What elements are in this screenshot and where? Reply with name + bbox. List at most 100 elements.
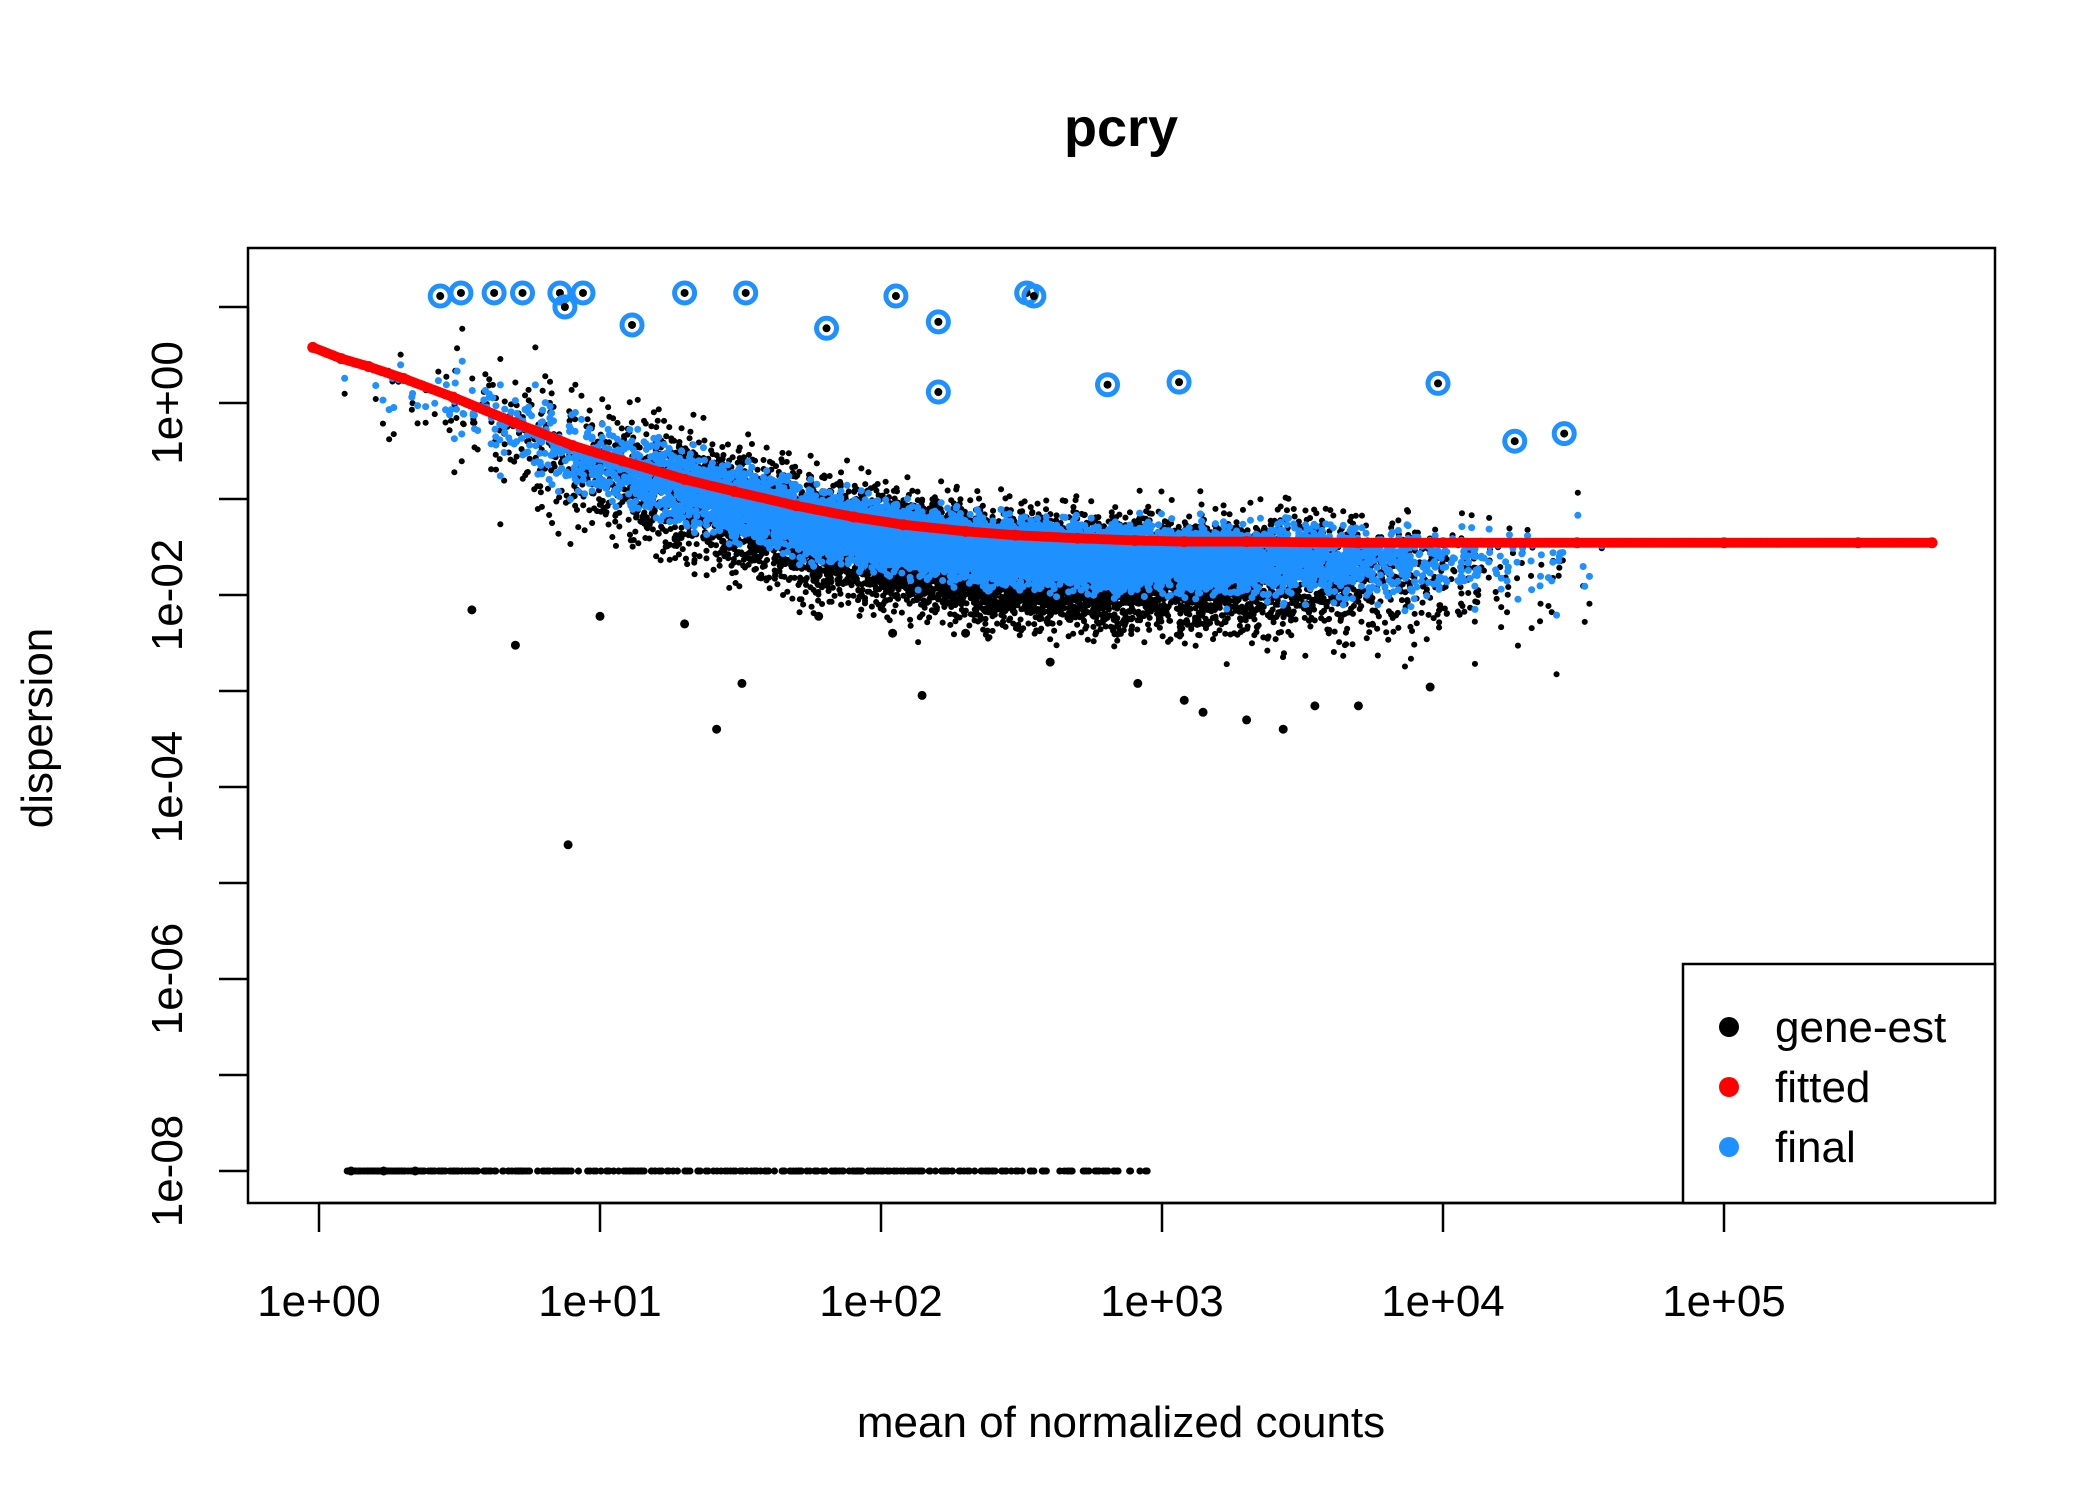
- fitted-point: [1926, 537, 1938, 549]
- gene-est-point: [410, 1166, 420, 1176]
- fitted-point: [362, 360, 374, 372]
- gene-est-point: [917, 690, 927, 700]
- final-outlier-ring: [925, 379, 951, 405]
- gene-est-point: [1353, 701, 1363, 711]
- fitted-point: [1571, 537, 1583, 549]
- gene-est-point: [1425, 682, 1435, 692]
- gene-est-point: [1278, 724, 1288, 734]
- gene-est-point: [680, 619, 690, 629]
- final-outlier-center: [628, 320, 637, 329]
- gene-est-point: [563, 840, 573, 850]
- final-outlier-ring: [510, 280, 536, 306]
- final-outlier-center: [1560, 429, 1569, 438]
- y-tick-label: 1e-08: [143, 1115, 192, 1228]
- final-outlier-ring: [1166, 369, 1192, 395]
- x-axis-label: mean of normalized counts: [857, 1398, 1385, 1447]
- x-tick-label: 1e+01: [538, 1277, 662, 1326]
- x-tick-label: 1e+02: [819, 1277, 943, 1326]
- fitted-point: [1129, 534, 1141, 546]
- point-cloud-texture: [341, 325, 1606, 1175]
- fitted-point: [567, 440, 579, 452]
- final-outlier-center: [518, 288, 527, 297]
- fitted-point: [1437, 537, 1449, 549]
- gene-est-point: [379, 1166, 389, 1176]
- x-tick-label: 1e+04: [1381, 1277, 1505, 1326]
- gene-est-point: [712, 724, 722, 734]
- final-outlier-ring: [733, 280, 759, 306]
- fitted-point: [509, 417, 521, 429]
- y-tick-label: 1e+00: [143, 341, 192, 465]
- fitted-point: [335, 353, 347, 365]
- gene-est-point: [1242, 715, 1252, 725]
- final-outlier-center: [1434, 379, 1443, 388]
- y-tick-label: 1e-06: [143, 923, 192, 1036]
- final-outlier-center: [436, 292, 445, 301]
- final-outlier-ring: [1502, 428, 1528, 454]
- final-outlier-ring: [547, 280, 573, 306]
- gene-est-point: [1133, 678, 1143, 688]
- gene-est-point: [510, 640, 520, 650]
- final-outlier-center: [1175, 378, 1184, 387]
- fitted-point: [960, 525, 972, 537]
- final-outlier-center: [934, 317, 943, 326]
- final-outlier-ring: [672, 280, 698, 306]
- final-outlier-ring: [814, 315, 840, 341]
- x-tick-label: 1e+05: [1662, 1277, 1786, 1326]
- gene-est-point: [1310, 701, 1320, 711]
- final-outlier-ring: [619, 312, 645, 338]
- legend-label-fitted: fitted: [1775, 1063, 1870, 1112]
- x-tick-label: 1e+00: [257, 1277, 381, 1326]
- legend-label-gene-est: gene-est: [1775, 1003, 1946, 1052]
- data-points: [307, 280, 1938, 1176]
- final-outlier-center: [1103, 380, 1112, 389]
- final-outlier-ring: [481, 280, 507, 306]
- fitted-point: [307, 341, 319, 353]
- gene-est-point: [888, 628, 898, 638]
- gene-est-point: [1045, 657, 1055, 667]
- final-outlier-ring: [1551, 421, 1577, 447]
- final-outlier-center: [560, 303, 569, 311]
- fitted-point: [1852, 537, 1864, 549]
- final-outlier-ring: [552, 294, 578, 320]
- final-outlier-ring: [570, 280, 596, 306]
- final-outlier-ring: [1095, 372, 1121, 398]
- y-tick-label: 1e-04: [143, 731, 192, 844]
- x-tick-label: 1e+03: [1100, 1277, 1224, 1326]
- fitted-point: [1009, 529, 1021, 541]
- legend: gene-est fitted final: [1681, 962, 1997, 1205]
- final-outlier-ring: [925, 309, 951, 335]
- fitted-point: [1718, 537, 1730, 549]
- gene-est-point: [737, 678, 747, 688]
- gene-est-point: [346, 1166, 356, 1176]
- gene-est-point: [1198, 707, 1208, 717]
- final-outlier-ring: [448, 280, 474, 306]
- fitted-point: [1352, 537, 1364, 549]
- fitted-point: [848, 511, 860, 523]
- legend-marker-final: [1719, 1137, 1739, 1157]
- final-outlier-ring: [883, 283, 909, 309]
- final-outlier-center: [1029, 292, 1038, 301]
- y-tick-label: 1e-02: [143, 539, 192, 652]
- final-outlier-center: [579, 288, 588, 297]
- final-outlier-center: [456, 288, 465, 297]
- fitted-point: [398, 372, 410, 384]
- gene-est-point: [595, 611, 605, 621]
- final-outlier-center: [934, 388, 943, 397]
- fitted-point: [679, 473, 691, 485]
- legend-label-final: final: [1775, 1123, 1856, 1172]
- final-outlier-ring: [1425, 370, 1451, 396]
- axes: 1e+00 1e+01 1e+02 1e+03 1e+04 1e+05 1e-08 1e-06…: [143, 305, 1786, 1326]
- fitted-point: [897, 519, 909, 531]
- legend-marker-gene-est: [1719, 1017, 1739, 1037]
- fitted-point: [447, 391, 459, 403]
- fitted-point: [1241, 536, 1253, 548]
- final-outlier-center: [490, 288, 499, 297]
- chart-title: pcry: [1064, 98, 1178, 158]
- gene-est-point: [961, 628, 971, 638]
- final-outlier-center: [680, 288, 689, 297]
- fitted-point: [1178, 536, 1190, 548]
- fitted-point: [1071, 532, 1083, 544]
- fitted-point: [790, 500, 802, 512]
- gene-est-point: [1179, 695, 1189, 705]
